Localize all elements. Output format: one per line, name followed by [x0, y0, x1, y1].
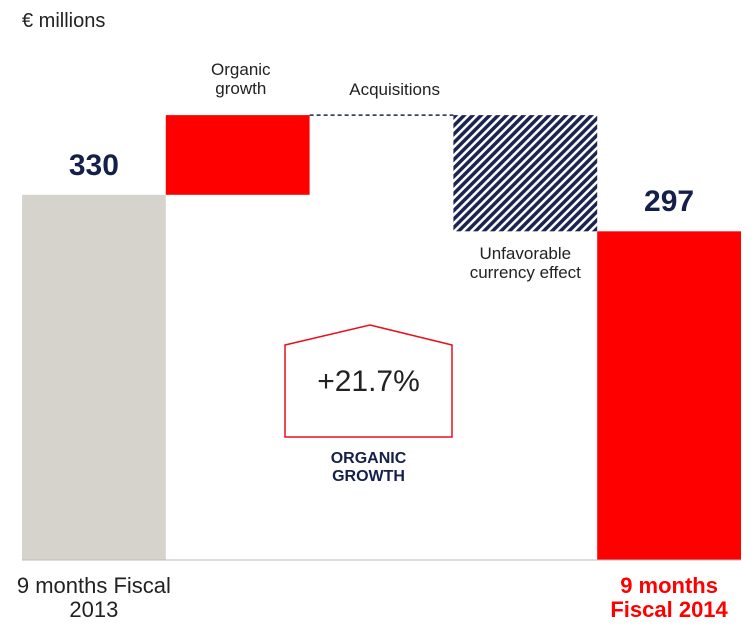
bar — [453, 115, 598, 232]
unit-label: € millions — [22, 10, 106, 32]
callout-caption: ORGANIC GROWTH — [330, 450, 407, 485]
bar — [22, 194, 166, 561]
bar — [165, 115, 310, 195]
category-label: Organic growth — [211, 60, 271, 98]
category-label: 9 months Fiscal 2013 — [16, 573, 171, 623]
callout-value: +21.7% — [317, 365, 420, 398]
callout-box — [284, 324, 453, 438]
category-label: Unfavorable currency effect — [469, 244, 581, 282]
category-label: Acquisitions — [349, 80, 440, 100]
value-label: 297 — [644, 185, 695, 219]
value-label: 330 — [68, 148, 119, 182]
bar — [597, 231, 741, 560]
category-label: 9 months Fiscal 2014 — [610, 573, 728, 623]
